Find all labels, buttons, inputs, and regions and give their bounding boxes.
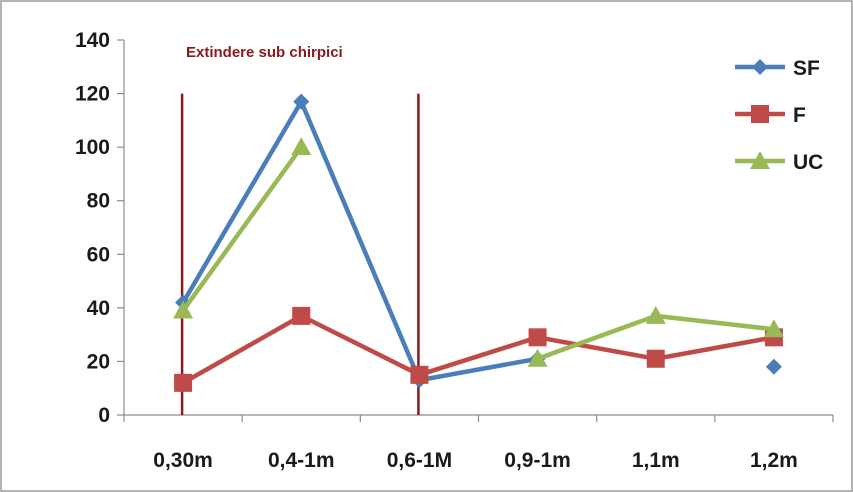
annotation-label: Extindere sub chirpici bbox=[186, 44, 343, 61]
y-tick-label: 40 bbox=[87, 297, 110, 320]
legend-item-f: F bbox=[735, 104, 806, 127]
series-line-f bbox=[180, 313, 777, 386]
legend-marker bbox=[752, 59, 768, 75]
data-point-f bbox=[292, 306, 311, 325]
axes: 0 20 40 60 80 100 120 140 0,30m 0,4-1m 0,6-1M 0,9-1… bbox=[75, 29, 834, 472]
legend-label: SF bbox=[793, 57, 820, 80]
series-uc bbox=[173, 137, 784, 367]
y-tick-label: 100 bbox=[75, 136, 110, 159]
legend-marker bbox=[751, 105, 769, 123]
x-tick-label: 1,1m bbox=[632, 449, 680, 472]
data-point-f bbox=[410, 365, 429, 384]
legend-item-uc: UC bbox=[735, 151, 823, 174]
series-line-uc bbox=[180, 144, 304, 313]
data-point-uc bbox=[645, 305, 666, 324]
x-tick-label: 0,6-1M bbox=[387, 449, 452, 472]
data-point-uc bbox=[763, 319, 784, 338]
legend-label: UC bbox=[793, 151, 823, 174]
y-tick-label: 120 bbox=[75, 83, 110, 106]
series-line-sf bbox=[180, 99, 540, 383]
data-point-sf bbox=[293, 93, 310, 110]
x-tick-label: 0,30m bbox=[153, 449, 213, 472]
legend-label: F bbox=[793, 104, 806, 127]
data-point-f bbox=[646, 349, 665, 368]
legend: SF F UC bbox=[735, 57, 823, 174]
x-tick-label: 0,9-1m bbox=[504, 449, 571, 472]
data-point-f bbox=[174, 373, 193, 392]
data-point-uc bbox=[291, 137, 312, 156]
data-point-sf bbox=[765, 358, 782, 375]
series-group bbox=[173, 93, 784, 392]
data-point-uc bbox=[173, 300, 194, 319]
legend-marker bbox=[750, 151, 770, 169]
data-point-uc bbox=[527, 348, 548, 367]
y-tick-label: 20 bbox=[87, 350, 110, 373]
y-tick-label: 0 bbox=[98, 404, 110, 427]
x-tick-label: 1,2m bbox=[750, 449, 798, 472]
y-tick-label: 60 bbox=[87, 243, 110, 266]
legend-item-sf: SF bbox=[735, 57, 820, 80]
y-tick-label: 140 bbox=[75, 29, 110, 52]
x-tick-label: 0,4-1m bbox=[268, 449, 335, 472]
y-tick-label: 80 bbox=[87, 190, 110, 213]
data-point-f bbox=[528, 328, 547, 347]
vertical-markers bbox=[180, 93, 420, 415]
